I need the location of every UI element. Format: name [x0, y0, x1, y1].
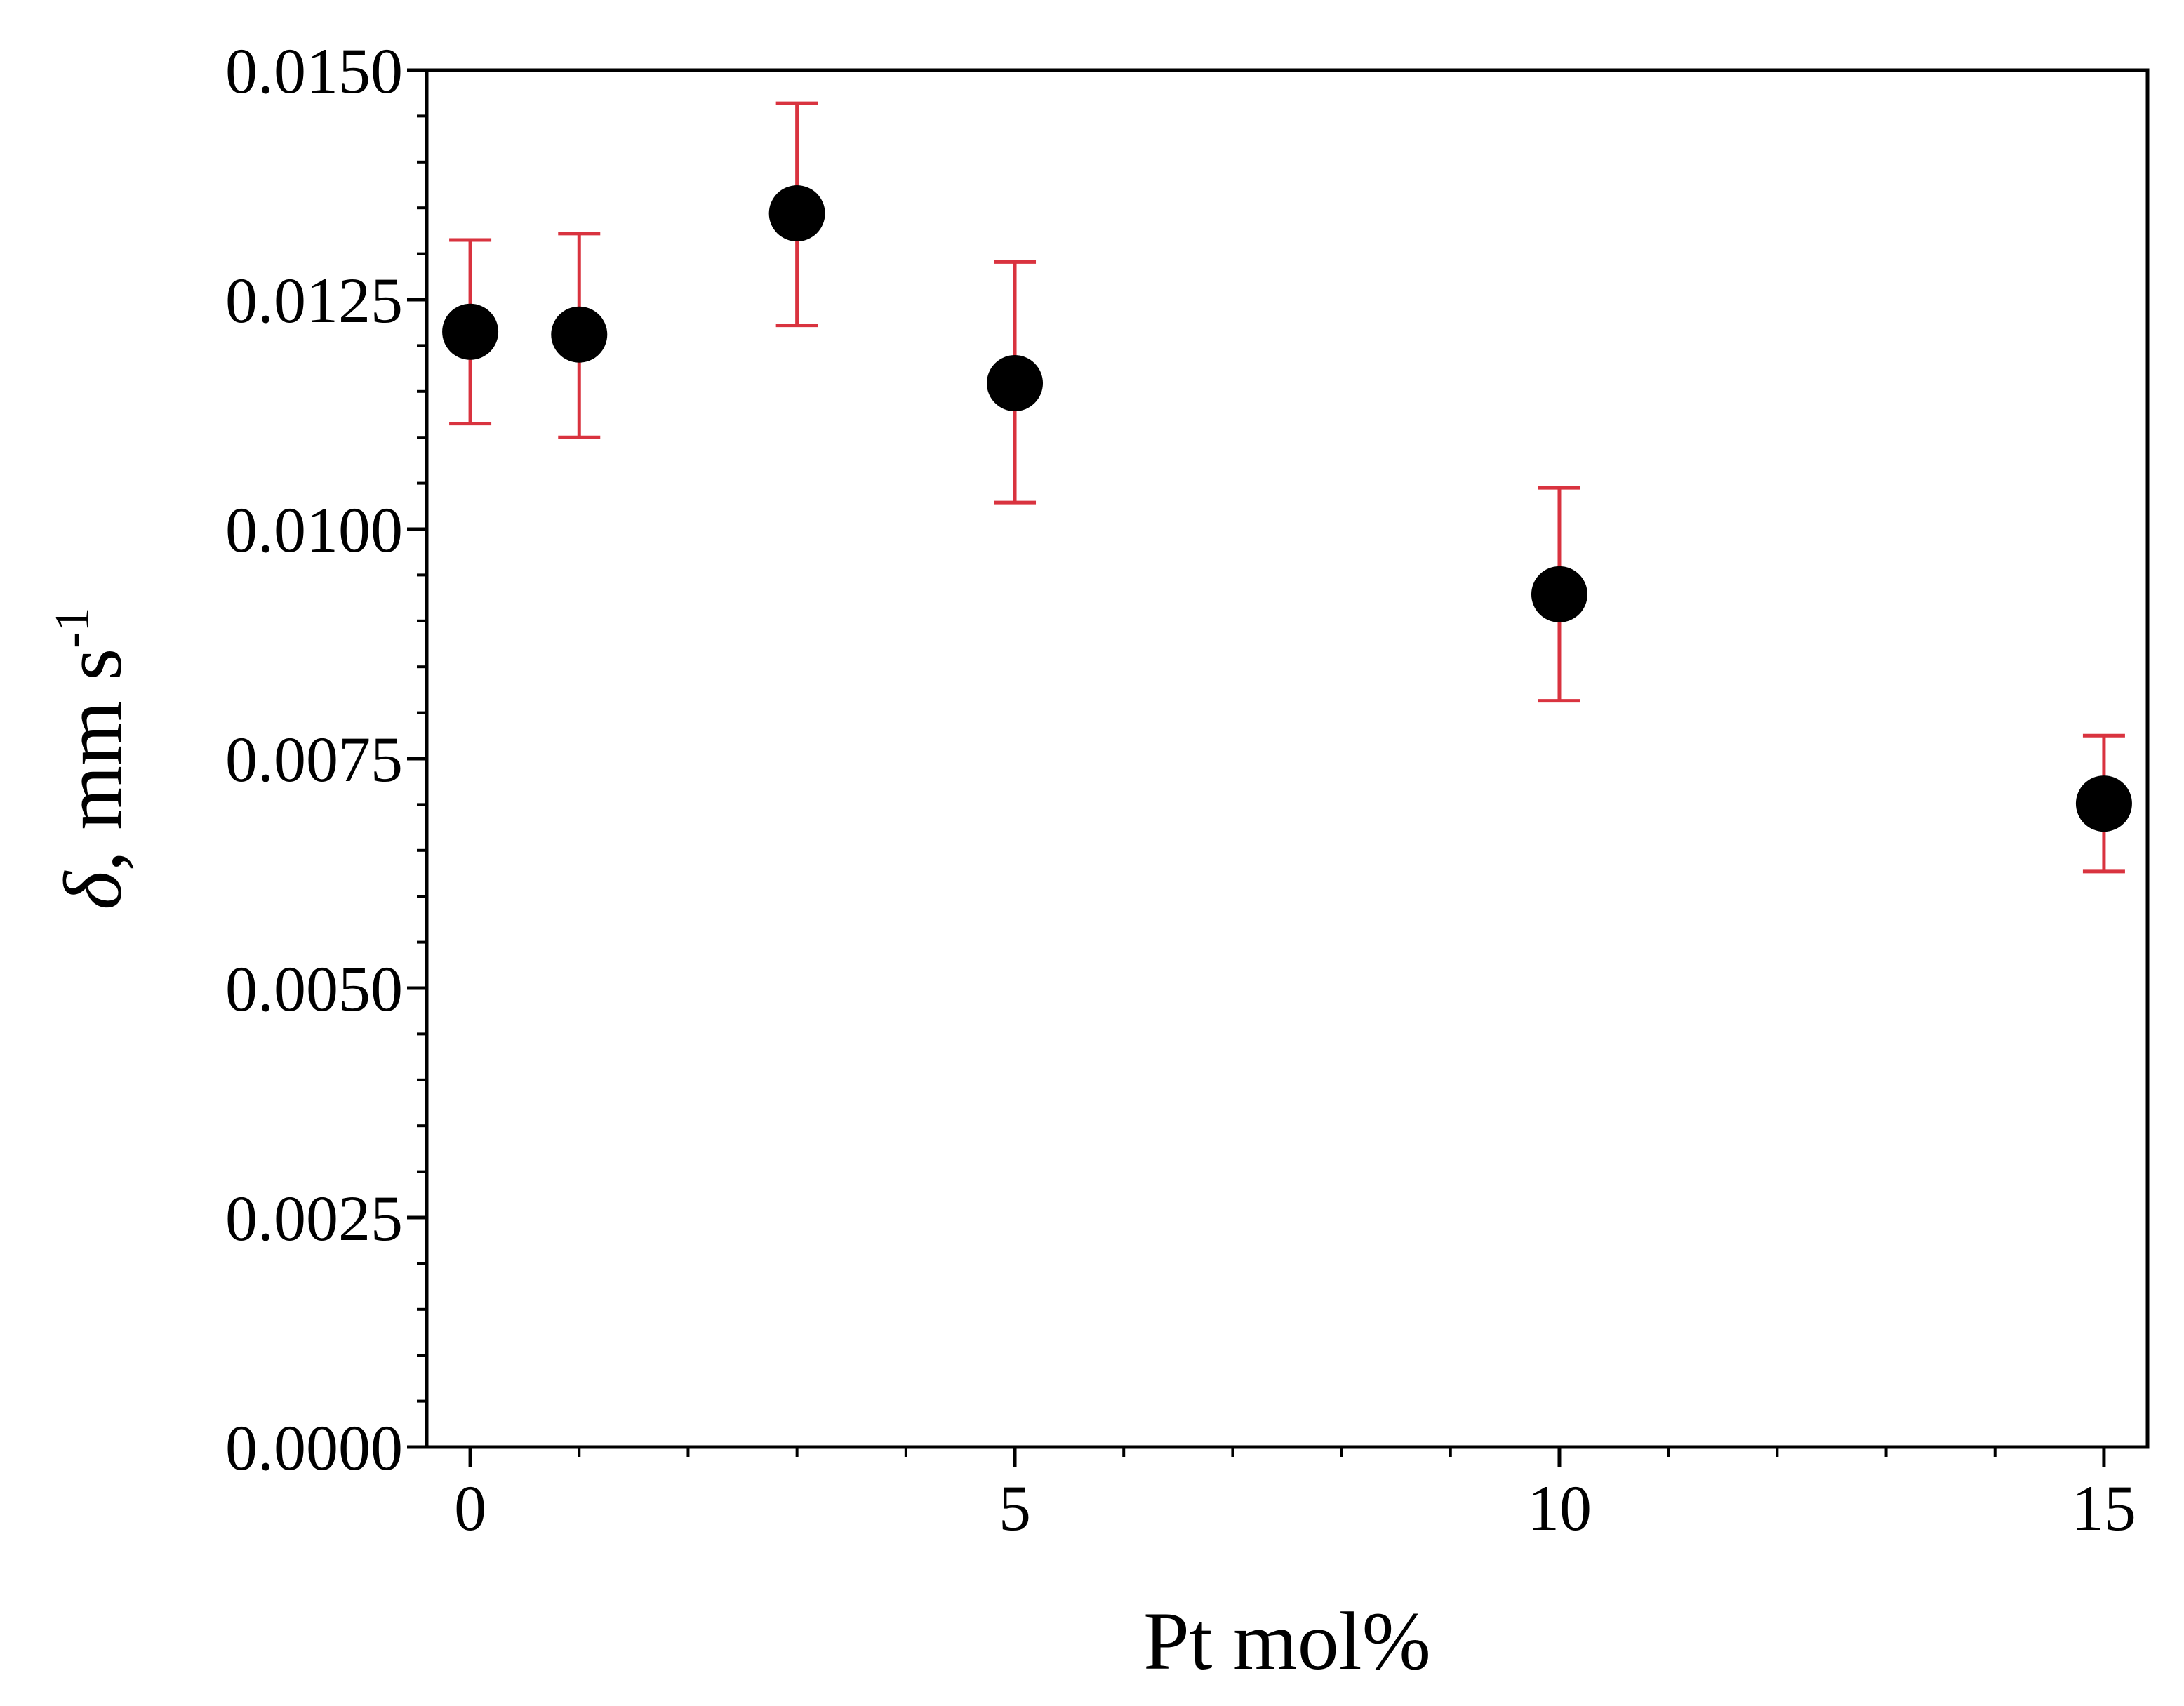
data-point: [987, 355, 1044, 412]
error-bars: [449, 101, 2125, 874]
y-tick-label: 0.0050: [225, 953, 403, 1025]
x-tick-label: 10: [1527, 1472, 1592, 1544]
x-axis-title: Pt mol%: [1143, 1595, 1431, 1687]
y-tick-labels: 0.0000 0.0025 0.0050 0.0075 0.0100 0.0125 0.01…: [225, 35, 403, 1484]
y-axis-title-group: δ, mm s-1: [46, 607, 139, 909]
y-tick-label: 0.0125: [225, 265, 403, 336]
x-tick-labels: 0 5 10 15: [454, 1472, 2136, 1544]
x-tick-label: 5: [999, 1472, 1031, 1544]
minor-ticks: [417, 114, 1997, 1457]
y-tick-label: 0.0075: [225, 724, 403, 795]
data-point: [768, 185, 825, 242]
data-points: [442, 185, 2132, 832]
y-tick-label: 0.0100: [225, 494, 403, 566]
y-axis-superscript: -1: [46, 607, 100, 648]
y-tick-label: 0.0025: [225, 1182, 403, 1254]
y-tick-label: 0.0150: [225, 35, 403, 107]
y-axis-unit: , mm s: [47, 648, 139, 872]
data-point: [1531, 566, 1587, 622]
y-tick-label: 0.0000: [225, 1412, 403, 1484]
x-tick-label: 0: [454, 1472, 486, 1544]
data-point: [2075, 775, 2132, 832]
y-axis-symbol: δ: [47, 870, 139, 910]
x-tick-label: 15: [2072, 1472, 2136, 1544]
major-ticks: [407, 68, 2106, 1467]
data-point: [442, 303, 499, 360]
y-axis-title: δ, mm s-1: [46, 607, 139, 909]
data-point: [551, 306, 608, 363]
plot-frame: [425, 68, 2150, 1449]
